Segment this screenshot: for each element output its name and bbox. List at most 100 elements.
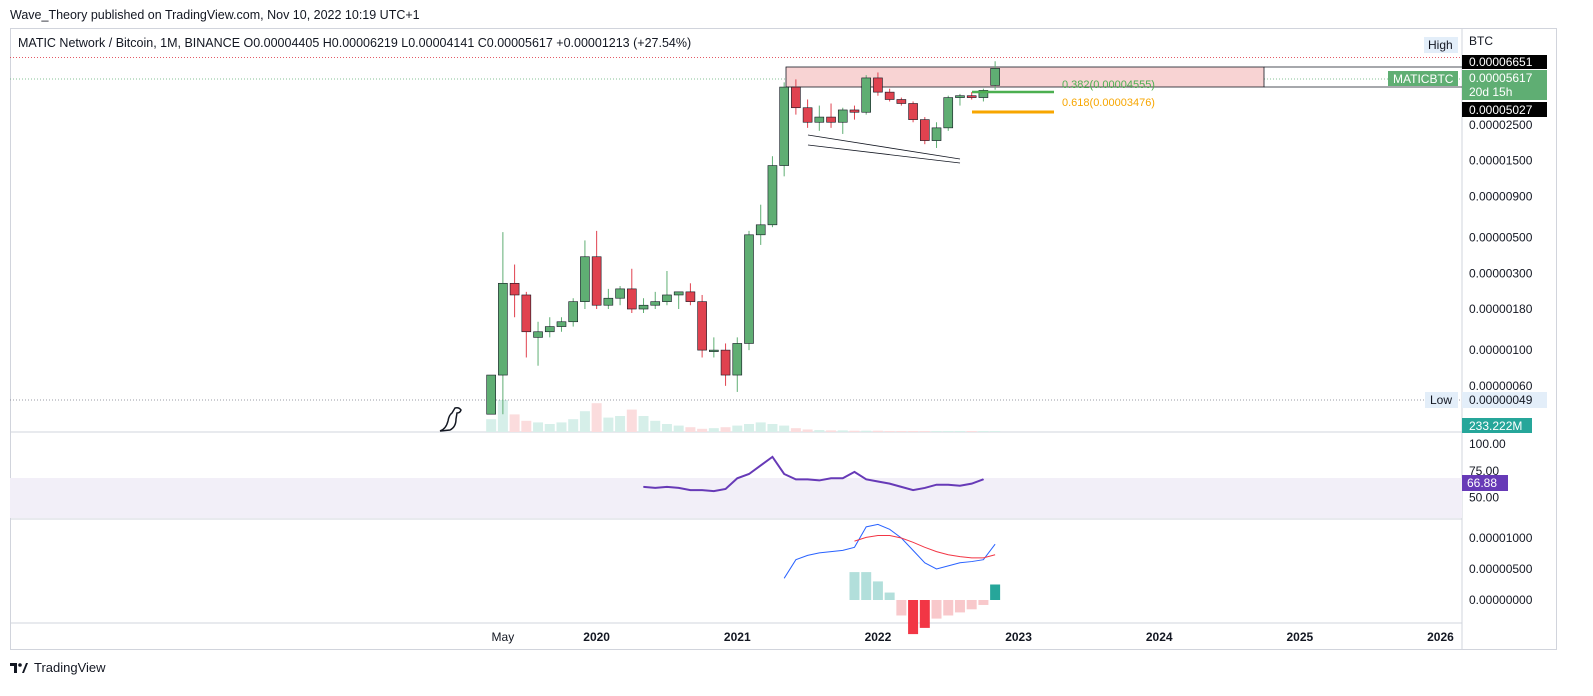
symbol-tag: MATICBTC — [1393, 72, 1454, 86]
macd-histogram-bar — [849, 572, 860, 600]
candle-body — [802, 107, 813, 123]
candle-body — [720, 349, 731, 376]
volume-bar — [990, 431, 1001, 432]
price-tick-label: 0.00000900 — [1469, 189, 1533, 203]
rsi-line — [643, 455, 984, 493]
candle-body — [908, 103, 918, 120]
volume-bar — [486, 419, 497, 432]
last-price-value: 0.00005617 — [1469, 71, 1533, 85]
candle-body — [943, 97, 954, 129]
volume-bar — [779, 425, 790, 432]
volume-bar — [615, 416, 626, 432]
candle-body — [755, 224, 766, 236]
footer-brand[interactable]: TradingView — [10, 660, 106, 675]
volume-bar — [509, 414, 520, 432]
rsi-point — [924, 487, 926, 489]
rsi-point — [795, 478, 797, 480]
volume-bar — [697, 428, 708, 432]
rsi-point — [807, 478, 809, 480]
price-tick-label: 0.00001500 — [1469, 154, 1533, 168]
rsi-point — [936, 484, 938, 486]
wedge-line-lower[interactable] — [807, 144, 961, 164]
tradingview-logo-icon — [10, 662, 28, 673]
volume-bar — [908, 431, 919, 432]
resistance-zone-rect[interactable] — [785, 66, 1265, 88]
symbol-legend: MATIC Network / Bitcoin, 1M, BINANCE O0.… — [18, 36, 691, 50]
fib-levels[interactable]: 0.382(0.00004555) 0.618(0.00003476) — [972, 79, 1155, 114]
volume-bar — [849, 430, 860, 432]
rsi-point — [877, 481, 879, 482]
rsi-point — [736, 477, 738, 479]
volume-bar — [568, 419, 579, 432]
volume-bar — [638, 416, 649, 432]
candle-body — [791, 86, 801, 109]
macd-histogram-bar — [872, 581, 883, 600]
candle-body — [521, 294, 532, 333]
price-tick-label: 0.00000100 — [1469, 343, 1533, 357]
volume-bar — [556, 422, 567, 432]
resistance-zone[interactable] — [785, 66, 1462, 88]
candle-body — [732, 343, 743, 376]
candle-body — [919, 119, 930, 141]
volume-bar — [497, 400, 508, 432]
bar-countdown: 20d 15h — [1469, 85, 1512, 99]
candle-body — [931, 127, 942, 141]
candle-body — [638, 304, 649, 310]
candle-body — [826, 116, 836, 123]
volume-bar — [943, 431, 954, 432]
volume-bar — [755, 422, 766, 432]
fib-382-label: 0.382(0.00004555) — [1062, 79, 1155, 91]
dinosaur-icon — [439, 407, 462, 432]
rsi-axis-ticks: 100.00 75.00 50.00 — [1469, 437, 1506, 505]
volume-bar — [720, 427, 731, 432]
macd-line — [783, 523, 996, 579]
volume-bar — [884, 431, 895, 432]
candles-layer[interactable] — [486, 61, 1000, 415]
macd-histogram-bar — [931, 600, 942, 619]
time-tick-label: 2020 — [583, 630, 610, 644]
macd-histogram-bar — [990, 584, 1001, 600]
volume-bar — [931, 431, 942, 432]
candle-body — [978, 90, 989, 98]
time-tick-label: 2021 — [724, 630, 751, 644]
rsi-point — [912, 489, 914, 491]
rsi-point — [889, 483, 891, 485]
rsi-point — [959, 485, 961, 487]
price-axis-ticks: 0.00002500 0.00001500 0.00000900 0.00000500… — [1469, 118, 1533, 393]
volume-bar — [544, 424, 555, 432]
fib-value: 0.00005027 — [1469, 103, 1533, 117]
volume-bar — [673, 425, 684, 432]
macd-histogram-bar — [919, 600, 930, 628]
macd-histogram-bar — [943, 600, 954, 616]
time-tick-label: 2025 — [1286, 630, 1313, 644]
wedge-line-upper[interactable] — [807, 134, 961, 160]
rsi-point — [654, 487, 656, 489]
volume-bar — [533, 422, 544, 432]
rsi-value-bg — [1462, 475, 1508, 491]
candle-body — [966, 95, 977, 98]
volume-bar — [579, 411, 590, 432]
candle-body — [580, 256, 590, 302]
tradingview-brand: TradingView — [34, 660, 106, 675]
candle-body — [603, 297, 614, 306]
rsi-point — [830, 477, 832, 479]
rsi-tick-label: 100.00 — [1469, 437, 1506, 451]
candle-body — [544, 326, 555, 333]
wedge-lines[interactable] — [807, 134, 961, 164]
macd-histogram-bar — [861, 572, 872, 600]
rsi-point — [701, 489, 703, 491]
price-tick-label: 0.00000500 — [1469, 231, 1533, 245]
macd-histogram-bar — [884, 592, 895, 600]
candle-body — [685, 291, 696, 302]
price-tick-label: 0.00002500 — [1469, 118, 1533, 132]
macd-tick-label: 0.00001000 — [1469, 531, 1533, 545]
rsi-band — [10, 478, 1462, 518]
volume-bar — [732, 425, 743, 432]
publisher-line: Wave_Theory published on TradingView.com… — [10, 8, 420, 22]
time-axis-ticks: May 2020 2021 2022 2023 2024 2025 2026 — [492, 630, 1455, 644]
low-tag: Low — [1430, 393, 1452, 407]
candle-body — [744, 234, 754, 344]
candle-body — [955, 95, 965, 98]
rsi-point — [865, 478, 867, 480]
